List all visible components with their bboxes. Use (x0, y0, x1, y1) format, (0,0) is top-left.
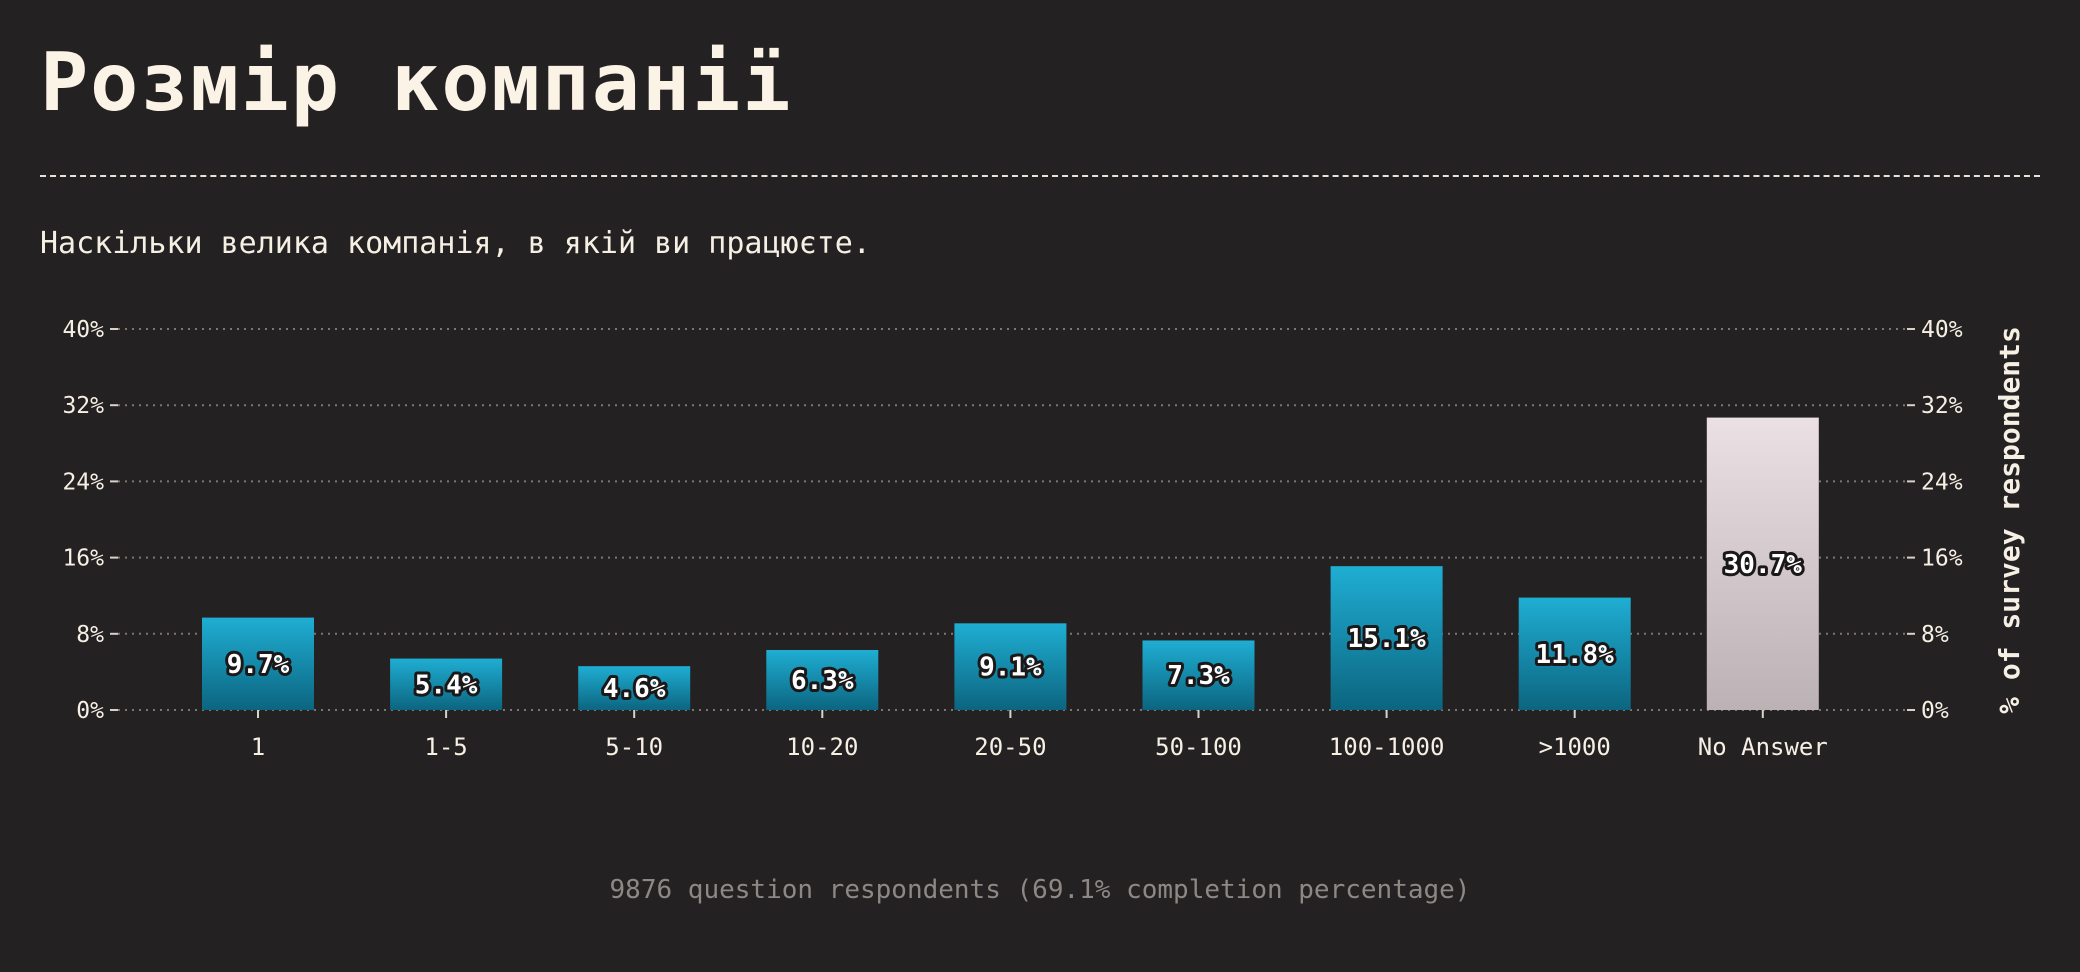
bar (202, 617, 314, 710)
respondents-footer: 9876 question respondents (69.1% complet… (609, 875, 1471, 905)
x-tick-label: 10-20 (786, 733, 858, 761)
bar-value-label: 15.1% (1347, 624, 1426, 654)
x-tick-label: 50-100 (1155, 733, 1242, 761)
y-tick-label-right: 0% (1921, 698, 1949, 724)
axes: 0% 0% 8% 8% 16% 16% 24% 24% 32% 32% 40% 40% % of sur… (62, 317, 2026, 761)
y-tick-label-right: 40% (1921, 317, 1963, 343)
page-title: Розмір компанії (40, 36, 793, 129)
x-tick-label: 20-50 (974, 733, 1046, 761)
bar (1142, 640, 1255, 710)
bar-labels: 9.7% 5.4% 4.6% 6.3% 9.1% 7.3% 15.1% 11.8% 30.7% (224, 547, 1806, 707)
y-tick-label-left: 0% (76, 698, 104, 724)
bar (954, 623, 1067, 710)
y-tick-label-right: 8% (1921, 622, 1949, 648)
bar (1706, 417, 1819, 710)
y-tick-label-left: 32% (62, 393, 104, 419)
y-tick-label-left: 8% (76, 622, 104, 648)
x-tick-label: 1 (251, 733, 265, 761)
x-tick-label: 100-1000 (1329, 733, 1445, 761)
bar-value-label: 5.4% (415, 670, 478, 700)
bar (390, 658, 503, 710)
bar (766, 649, 879, 710)
x-tick-label: 1-5 (424, 733, 467, 761)
y-axis-title: % of survey respondents (1993, 326, 2026, 714)
bar (1330, 566, 1443, 710)
title-divider (40, 175, 2040, 177)
x-tick-label: >1000 (1539, 733, 1611, 761)
bar-value-label: 30.7% (1724, 550, 1803, 580)
bar-value-label: 11.8% (1536, 640, 1615, 670)
x-tick-label: No Answer (1698, 733, 1828, 761)
bars (202, 417, 1819, 710)
y-tick-label-right: 32% (1921, 393, 1963, 419)
bar (578, 666, 691, 710)
y-tick-label-right: 16% (1921, 546, 1963, 572)
y-tick-label-right: 24% (1921, 469, 1963, 495)
x-tick-label: 5-10 (605, 733, 663, 761)
bar-value-label: 7.3% (1167, 661, 1230, 691)
chart-subtitle: Наскільки велика компанія, в якій ви пра… (40, 226, 871, 261)
y-tick-label-left: 16% (62, 546, 104, 572)
y-tick-label-left: 24% (62, 469, 104, 495)
y-tick-label-left: 40% (62, 317, 104, 343)
bar-value-label: 9.1% (979, 653, 1042, 683)
bar-value-label: 4.6% (603, 674, 666, 704)
bar (1518, 597, 1631, 710)
bar-value-label: 6.3% (791, 666, 854, 696)
bar-value-label: 9.7% (227, 650, 290, 680)
